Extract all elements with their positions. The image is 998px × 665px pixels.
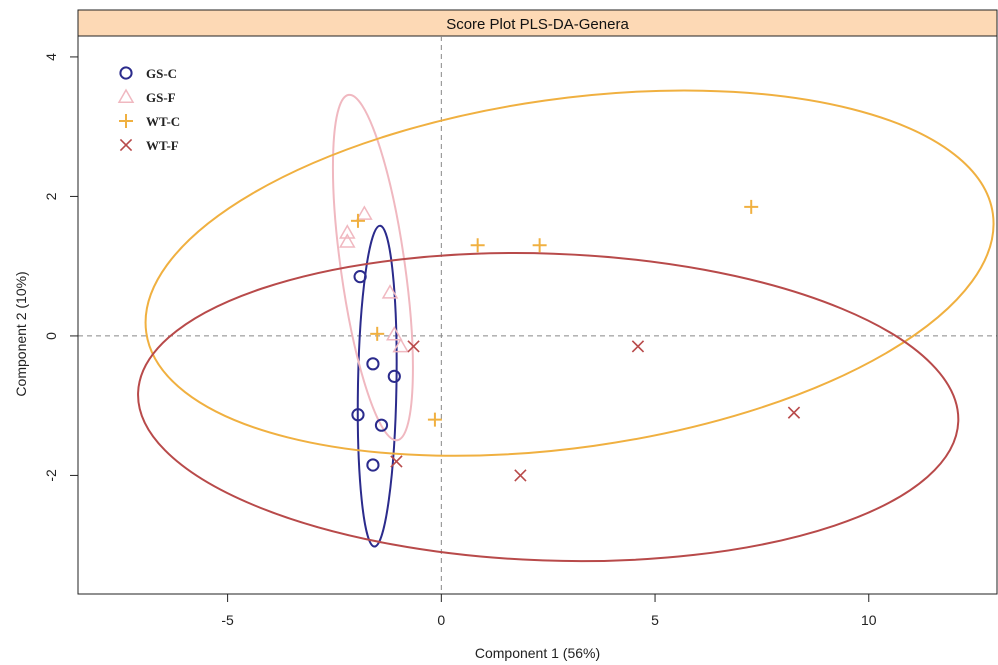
- point-gs-f-4: [381, 284, 399, 299]
- ellipse-wt-f: [137, 252, 960, 563]
- x-tick-label: 10: [861, 612, 877, 628]
- point-wt-c-1: [350, 213, 365, 228]
- x-tick-label: -5: [221, 612, 234, 628]
- confidence-ellipses: [137, 89, 995, 563]
- data-points: [338, 199, 801, 482]
- legend-label-wt-f: WT-F: [146, 138, 179, 153]
- chart-title: Score Plot PLS-DA-Genera: [446, 16, 629, 33]
- point-wt-c-6: [744, 199, 759, 214]
- y-tick-label: 0: [43, 332, 59, 340]
- x-tick-label: 5: [651, 612, 659, 628]
- point-wt-c-5: [532, 238, 547, 253]
- point-gs-c-3: [387, 369, 401, 383]
- legend-marker-gs-f: [117, 88, 135, 103]
- legend: GS-C GS-F WT-C WT-F: [117, 66, 180, 153]
- point-gs-c-4: [351, 408, 365, 422]
- legend-marker-gs-c: [119, 66, 133, 80]
- point-gs-f-5: [386, 326, 403, 341]
- point-gs-c-6: [366, 458, 380, 472]
- point-wt-c-3: [427, 412, 442, 427]
- point-gs-c-5: [374, 418, 389, 432]
- point-wt-f-5: [787, 406, 801, 419]
- point-wt-f-3: [514, 469, 527, 482]
- point-wt-c-2: [370, 326, 385, 341]
- y-tick-label: -2: [43, 469, 59, 482]
- point-gs-f-1: [338, 224, 356, 239]
- ellipse-gs-f: [331, 93, 414, 442]
- legend-marker-wt-f: [119, 138, 133, 152]
- point-wt-f-2: [390, 455, 403, 468]
- x-tick-label: 0: [437, 612, 445, 628]
- point-gs-f-3: [338, 233, 356, 248]
- point-wt-c-4: [470, 238, 485, 253]
- point-gs-f-6: [392, 337, 410, 353]
- point-gs-c-2: [366, 357, 380, 371]
- ellipse-wt-c: [144, 89, 995, 457]
- legend-marker-wt-c: [119, 114, 133, 128]
- plot-frame: [77, 9, 998, 595]
- point-wt-f-4: [631, 340, 645, 353]
- point-wt-f-1: [407, 340, 420, 353]
- legend-label-gs-f: GS-F: [146, 90, 176, 105]
- x-axis: -5 0 5 10: [221, 594, 877, 628]
- y-axis: -2 0 2 4: [43, 53, 78, 482]
- y-tick-label: 4: [43, 53, 59, 61]
- legend-label-wt-c: WT-C: [146, 114, 180, 129]
- ellipse-gs-c: [356, 224, 398, 548]
- point-gs-f-2: [356, 205, 373, 220]
- title-strip: [77, 9, 998, 37]
- reference-lines: [78, 36, 997, 594]
- y-axis-label: Component 2 (10%): [13, 271, 29, 396]
- y-tick-label: 2: [43, 192, 59, 200]
- legend-label-gs-c: GS-C: [146, 66, 177, 81]
- point-gs-c-1: [353, 270, 367, 284]
- x-axis-label: Component 1 (56%): [475, 645, 600, 661]
